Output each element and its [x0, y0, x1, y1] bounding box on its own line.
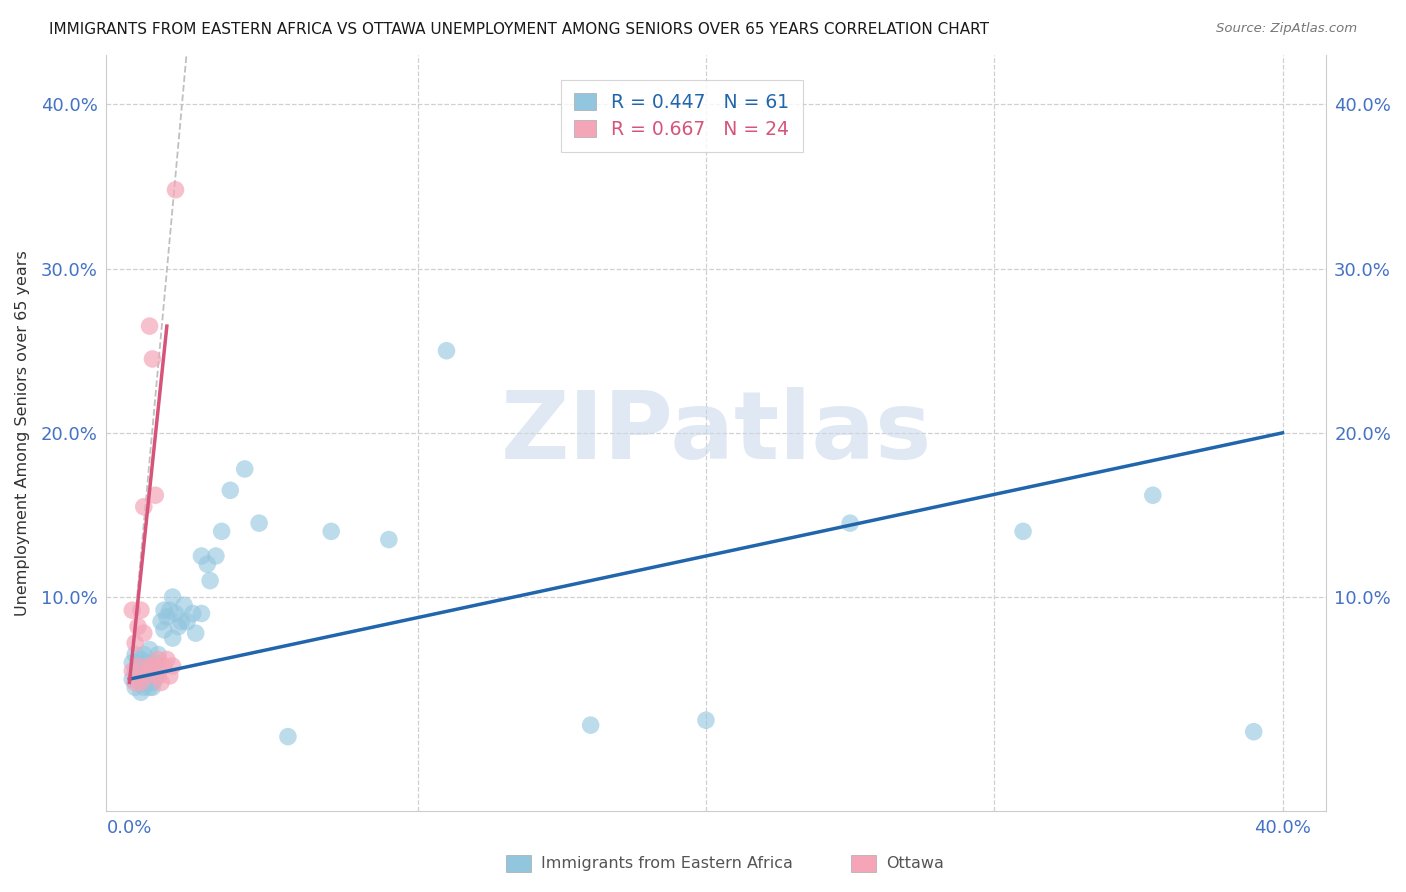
Point: [839, 516, 862, 530]
Point: [153, 659, 176, 673]
Y-axis label: Unemployment Among Seniors over 65 years: Unemployment Among Seniors over 65 years: [15, 250, 30, 615]
Point: [138, 659, 160, 673]
Point: [138, 681, 160, 695]
Point: [124, 681, 146, 695]
Point: [132, 500, 155, 514]
Point: [127, 659, 149, 673]
Point: [190, 549, 212, 563]
Text: Immigrants from Eastern Africa: Immigrants from Eastern Africa: [541, 856, 793, 871]
Point: [129, 603, 152, 617]
Point: [135, 669, 157, 683]
Point: [124, 664, 146, 678]
Point: [141, 681, 163, 695]
Point: [141, 675, 163, 690]
Point: [184, 626, 207, 640]
Point: [124, 648, 146, 662]
Point: [129, 685, 152, 699]
Point: [127, 619, 149, 633]
Point: [135, 664, 157, 678]
Point: [132, 664, 155, 678]
Point: [148, 669, 170, 683]
Point: [148, 652, 170, 666]
Point: [121, 656, 143, 670]
Point: [138, 319, 160, 334]
Point: [127, 656, 149, 670]
Point: [153, 623, 176, 637]
Point: [129, 652, 152, 666]
Point: [143, 488, 166, 502]
Point: [132, 626, 155, 640]
Point: [132, 648, 155, 662]
Point: [132, 681, 155, 695]
Point: [141, 659, 163, 673]
Point: [378, 533, 401, 547]
Point: [219, 483, 242, 498]
Point: [173, 599, 195, 613]
Point: [1243, 724, 1265, 739]
Point: [121, 603, 143, 617]
Point: [181, 607, 204, 621]
Point: [176, 615, 198, 629]
Text: Source: ZipAtlas.com: Source: ZipAtlas.com: [1216, 22, 1357, 36]
Point: [150, 615, 173, 629]
Point: [167, 619, 190, 633]
Point: [143, 672, 166, 686]
Point: [138, 659, 160, 673]
Point: [165, 183, 187, 197]
Point: [170, 615, 193, 629]
Point: [127, 672, 149, 686]
Point: [141, 659, 163, 673]
Point: [198, 574, 221, 588]
Point: [124, 675, 146, 690]
Point: [156, 652, 179, 666]
Point: [148, 648, 170, 662]
Point: [695, 713, 717, 727]
Point: [153, 603, 176, 617]
Point: [124, 636, 146, 650]
Point: [321, 524, 343, 539]
Point: [148, 664, 170, 678]
Point: [1142, 488, 1164, 502]
Point: [135, 656, 157, 670]
Point: [211, 524, 233, 539]
Point: [141, 351, 163, 366]
Point: [233, 462, 256, 476]
Legend: R = 0.447   N = 61, R = 0.667   N = 24: R = 0.447 N = 61, R = 0.667 N = 24: [561, 79, 803, 153]
Point: [247, 516, 270, 530]
Point: [579, 718, 602, 732]
Point: [190, 607, 212, 621]
Point: [277, 730, 299, 744]
Point: [138, 669, 160, 683]
Point: [195, 558, 218, 572]
Point: [1012, 524, 1035, 539]
Point: [156, 609, 179, 624]
Point: [159, 669, 181, 683]
Point: [143, 656, 166, 670]
Point: [162, 631, 184, 645]
Point: [162, 590, 184, 604]
Point: [138, 642, 160, 657]
Point: [129, 675, 152, 690]
Point: [159, 603, 181, 617]
Point: [135, 675, 157, 690]
Point: [127, 664, 149, 678]
Point: [162, 659, 184, 673]
Point: [436, 343, 458, 358]
Point: [129, 672, 152, 686]
Text: ZIPatlas: ZIPatlas: [501, 387, 932, 479]
Point: [121, 672, 143, 686]
Point: [165, 607, 187, 621]
Point: [205, 549, 228, 563]
Text: IMMIGRANTS FROM EASTERN AFRICA VS OTTAWA UNEMPLOYMENT AMONG SENIORS OVER 65 YEAR: IMMIGRANTS FROM EASTERN AFRICA VS OTTAWA…: [49, 22, 990, 37]
Point: [150, 675, 173, 690]
Point: [121, 664, 143, 678]
Text: Ottawa: Ottawa: [886, 856, 943, 871]
